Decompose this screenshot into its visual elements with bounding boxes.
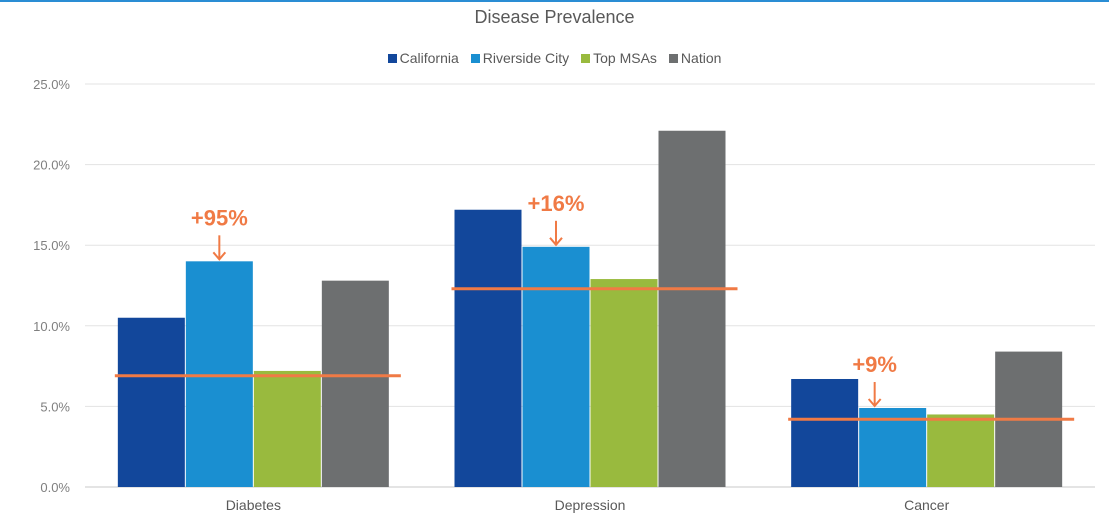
legend-label: California: [399, 50, 459, 66]
y-tick-label: 5.0%: [40, 399, 70, 414]
x-tick-label: Cancer: [904, 497, 949, 513]
bar: [590, 279, 658, 487]
bar: [253, 370, 321, 487]
legend-swatch: [668, 53, 678, 63]
bar: [185, 261, 253, 487]
bar: [321, 280, 389, 487]
bar: [117, 317, 185, 487]
bar: [522, 246, 590, 487]
annotation-arrowhead: [867, 398, 882, 408]
legend-item: California: [387, 50, 459, 66]
legend: California Riverside City Top MSAs Nation: [0, 50, 1109, 66]
y-tick-label: 20.0%: [33, 158, 70, 173]
bar: [859, 408, 927, 487]
annotation-label: +95%: [191, 205, 248, 230]
legend-item: Nation: [668, 50, 722, 66]
top-rule: [0, 0, 1109, 2]
bar: [658, 130, 726, 488]
legend-item: Top MSAs: [581, 50, 657, 66]
annotation-arrowhead: [549, 237, 563, 247]
y-tick-label: 0.0%: [40, 480, 70, 495]
legend-swatch: [581, 53, 591, 63]
bar: [927, 414, 995, 487]
bar: [454, 209, 522, 487]
y-tick-label: 10.0%: [33, 319, 70, 334]
legend-label: Top MSAs: [593, 50, 657, 66]
legend-swatch: [470, 53, 480, 63]
bar: [791, 378, 859, 487]
legend-label: Nation: [680, 50, 722, 66]
y-tick-label: 25.0%: [33, 77, 70, 92]
annotation-label: +16%: [528, 191, 585, 216]
x-tick-label: Depression: [555, 497, 626, 513]
annotation-label: +9%: [852, 352, 897, 377]
legend-label: Riverside City: [482, 50, 570, 66]
chart-title: Disease Prevalence: [474, 7, 635, 27]
annotation-arrowhead: [212, 251, 227, 261]
legend-swatch: [387, 53, 397, 63]
x-tick-label: Diabetes: [226, 497, 281, 513]
legend-item: Riverside City: [470, 50, 570, 66]
y-tick-label: 15.0%: [33, 238, 70, 253]
